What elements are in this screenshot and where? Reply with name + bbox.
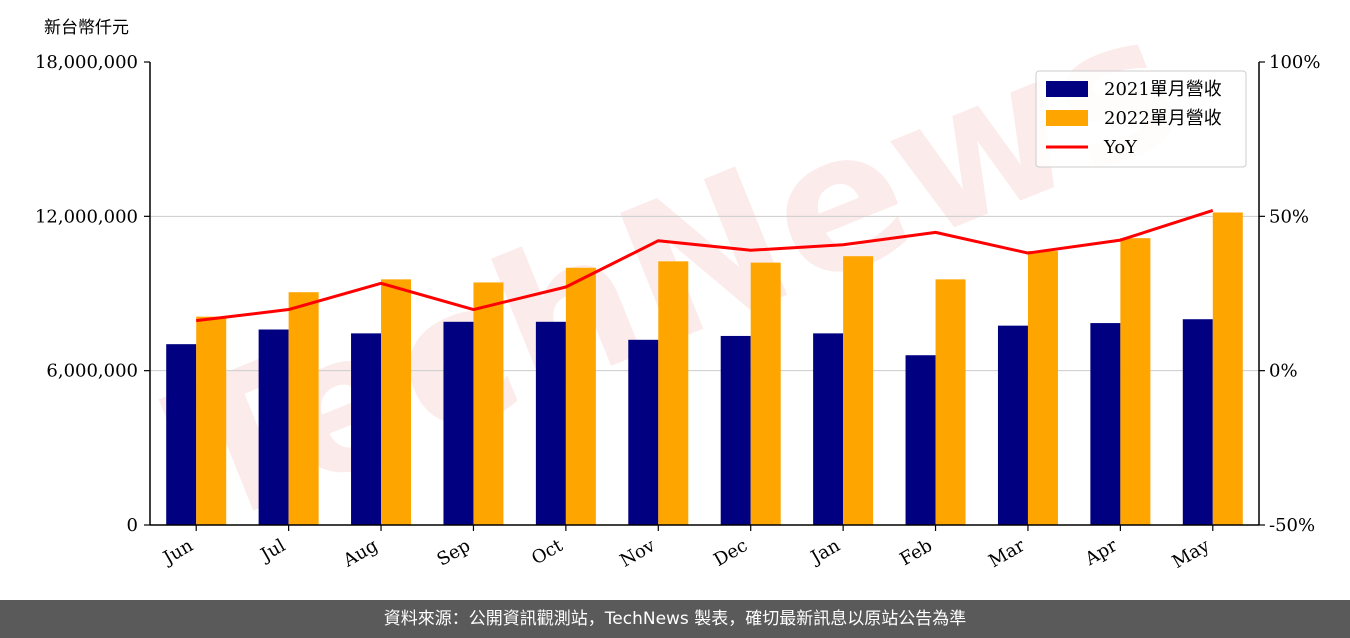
- chart: TechNews 06,000,00012,000,00018,000,000 …: [35, 0, 1321, 573]
- bar-1-oct: [535, 321, 566, 525]
- bar-1-mar: [997, 325, 1028, 525]
- legend-label-2: 2022單月營收: [1104, 108, 1222, 129]
- grid: [150, 215, 1259, 372]
- y-tick-label: 6,000,000: [46, 361, 138, 382]
- yoy-line: [196, 209, 1214, 323]
- legend: 2021單月營收 2022單月營收 YoY: [1035, 70, 1247, 168]
- legend-box: [1035, 70, 1247, 168]
- bar-2-sep: [473, 282, 504, 525]
- y2-tick-label: 50%: [1269, 206, 1309, 227]
- y-tick-label: 18,000,000: [35, 52, 138, 73]
- legend-label-3: YoY: [1103, 137, 1138, 158]
- y2-ticks: -50% 0% 50% 100%: [1259, 52, 1320, 536]
- bar-2-apr: [1120, 238, 1151, 526]
- x-tick-label-sep: Sep: [434, 535, 474, 570]
- y2-tick-label: 0%: [1269, 361, 1298, 382]
- bar-1-may: [1182, 319, 1213, 525]
- legend-swatch-1: [1046, 81, 1088, 97]
- bar-2-jul: [288, 292, 319, 525]
- x-tick-label-nov: Nov: [616, 535, 659, 572]
- bar-2-aug: [381, 279, 412, 525]
- bar-1-apr: [1090, 323, 1121, 525]
- bars: [166, 212, 1243, 526]
- x-tick-label-may: May: [1169, 535, 1214, 573]
- x-tick-label-oct: Oct: [528, 535, 567, 570]
- bar-1-jan: [813, 333, 844, 525]
- bar-2-jun: [196, 316, 227, 525]
- x-tick-label-mar: Mar: [985, 535, 1029, 572]
- x-tick-label-dec: Dec: [710, 535, 751, 571]
- bar-1-aug: [351, 333, 382, 525]
- y2-tick-label: 100%: [1269, 52, 1320, 73]
- bar-1-jun: [166, 344, 197, 525]
- yoy-line-group: [196, 209, 1214, 323]
- axes: [149, 62, 1260, 526]
- legend-swatch-2: [1046, 110, 1088, 126]
- bar-2-mar: [1027, 251, 1058, 525]
- bar-2-nov: [658, 261, 689, 525]
- bar-2-dec: [750, 262, 781, 525]
- bar-2-jan: [843, 256, 874, 525]
- x-tick-label-aug: Aug: [339, 535, 382, 572]
- x-tick-label-apr: Apr: [1081, 535, 1121, 570]
- source-footer: 資料來源：公開資訊觀測站，TechNews 製表，確切最新訊息以原站公告為準: [0, 600, 1350, 638]
- y-tick-label: 0: [127, 515, 138, 536]
- bar-1-nov: [628, 339, 659, 525]
- bar-1-feb: [905, 355, 936, 525]
- bar-1-jul: [258, 329, 289, 525]
- bar-2-feb: [935, 279, 966, 525]
- x-tick-label-feb: Feb: [896, 535, 936, 570]
- legend-label-1: 2021單月營收: [1104, 79, 1222, 100]
- bar-2-oct: [565, 267, 596, 525]
- y2-tick-label: -50%: [1269, 515, 1315, 536]
- x-tick-label-jan: Jan: [806, 535, 844, 569]
- y-tick-label: 12,000,000: [35, 206, 138, 227]
- bar-1-dec: [720, 335, 751, 525]
- bar-2-may: [1212, 212, 1243, 525]
- y-ticks: 0 6,000,000 12,000,000 18,000,000: [35, 52, 150, 536]
- x-tick-label-jun: Jun: [158, 535, 197, 570]
- bar-1-sep: [443, 321, 474, 525]
- y-unit-label: 新台幣仟元: [44, 18, 129, 38]
